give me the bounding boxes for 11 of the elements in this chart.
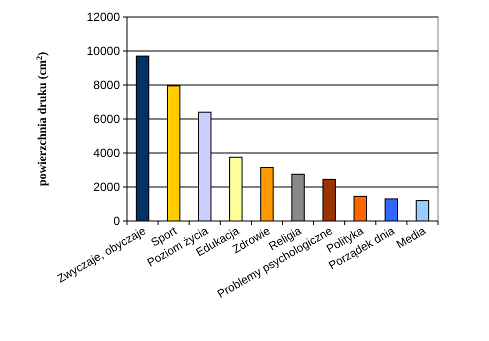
y-tick-label: 0 bbox=[113, 214, 120, 228]
y-tick-label: 10000 bbox=[86, 44, 120, 58]
y-tick-label: 4000 bbox=[93, 146, 120, 160]
y-tick-label: 6000 bbox=[93, 112, 120, 126]
y-tick-label: 2000 bbox=[93, 180, 120, 194]
bar bbox=[384, 198, 398, 222]
y-tick-label: 12000 bbox=[86, 10, 120, 24]
bar bbox=[354, 196, 367, 222]
y-tick-label: 8000 bbox=[93, 78, 120, 92]
bar bbox=[416, 200, 430, 222]
x-tick-label: Media bbox=[394, 224, 428, 252]
